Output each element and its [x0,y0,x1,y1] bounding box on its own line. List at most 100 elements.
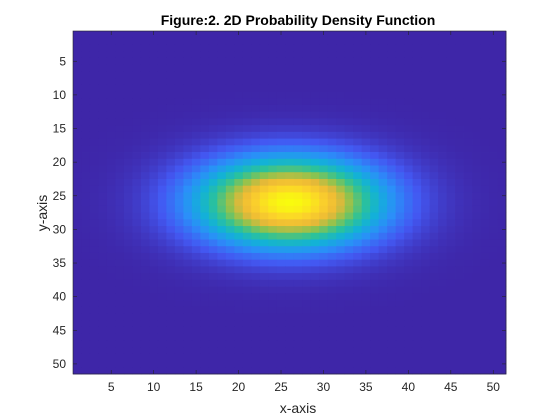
heatmap-cell [132,125,142,133]
heatmap-cell [106,246,116,254]
heatmap-cell [217,199,227,207]
heatmap-cell [183,212,193,220]
heatmap-cell [149,37,159,45]
heatmap-cell [106,84,116,92]
heatmap-cell [310,226,320,234]
heatmap-cell [174,293,184,301]
heatmap-cell [293,347,303,355]
heatmap-cell [140,44,150,52]
heatmap-cell [319,118,329,126]
heatmap-cell [319,313,329,321]
heatmap-cell [123,360,133,368]
heatmap-cell [293,44,303,52]
heatmap-cell [378,31,388,39]
heatmap-cell [174,118,184,126]
heatmap-cell [89,71,99,79]
heatmap-cell [302,205,312,213]
heatmap-cell [89,104,99,113]
heatmap-cell [319,347,329,355]
heatmap-cell [302,125,312,133]
heatmap-cell [361,340,371,348]
heatmap-cell [446,185,456,193]
heatmap-cell [251,158,261,166]
heatmap-cell [472,125,481,133]
heatmap-cell [140,252,150,261]
heatmap-cell [225,252,235,261]
heatmap-cell [370,212,380,220]
heatmap-cell [217,185,227,193]
heatmap-cell [421,232,430,240]
heatmap-cell [234,138,244,146]
heatmap-cell [140,246,150,254]
heatmap-cell [174,37,184,45]
heatmap-cell [140,219,150,227]
heatmap-cell [344,158,354,166]
heatmap-cell [259,78,269,86]
heatmap-cell [200,205,210,213]
heatmap-cell [285,104,295,113]
heatmap-cell [81,37,91,45]
heatmap-cell [242,212,252,220]
heatmap-cell [336,320,346,328]
heatmap-cell [378,185,388,193]
heatmap-cell [183,64,193,72]
heatmap-cell [421,273,430,281]
heatmap-cell [319,266,329,274]
heatmap-cell [370,138,380,146]
heatmap-cell [446,306,456,314]
heatmap-cell [344,239,354,247]
heatmap-cell [395,111,405,119]
heatmap-cell [225,51,235,59]
heatmap-cell [446,293,456,301]
heatmap-cell [208,266,218,274]
heatmap-cell [149,91,159,99]
heatmap-cell [404,199,414,207]
heatmap-cell [387,131,397,140]
heatmap-cell [387,306,397,314]
heatmap-cell [200,340,210,348]
heatmap-cell [208,333,218,341]
heatmap-cell [480,232,490,240]
heatmap-cell [200,118,210,126]
heatmap-cell [140,306,150,314]
heatmap-cell [463,313,473,321]
heatmap-cell [208,273,218,281]
heatmap-cell [472,111,481,119]
heatmap-cell [183,104,193,113]
heatmap-cell [438,145,447,153]
heatmap-cell [200,293,210,301]
heatmap-cell [497,111,507,119]
heatmap-cell [123,84,133,92]
heatmap-cell [293,145,303,153]
heatmap-cell [251,111,261,119]
heatmap-cell [395,158,405,166]
heatmap-cell [370,219,380,227]
heatmap-cell [302,152,312,160]
heatmap-cell [489,340,498,348]
heatmap-cell [191,347,201,355]
heatmap-cell [438,367,447,375]
heatmap-cell [429,152,439,160]
heatmap-cell [106,158,116,166]
heatmap-cell [73,320,82,328]
heatmap-cell [370,145,380,153]
heatmap-cell [387,125,397,133]
heatmap-cell [344,145,354,153]
heatmap-cell [191,118,201,126]
heatmap-cell [225,131,235,140]
heatmap-cell [73,360,82,368]
heatmap-cell [429,367,439,375]
heatmap-cell [217,246,227,254]
heatmap-cell [429,118,439,126]
heatmap-cell [242,71,252,79]
heatmap-cell [140,367,150,375]
heatmap-cell [242,172,252,180]
heatmap-cell [268,205,278,213]
heatmap-cell [378,239,388,247]
heatmap-cell [480,71,490,79]
heatmap-cell [183,286,193,294]
heatmap-cell [285,37,295,45]
heatmap-cell [412,51,422,59]
heatmap-cell [276,266,286,274]
heatmap-cell [412,293,422,301]
